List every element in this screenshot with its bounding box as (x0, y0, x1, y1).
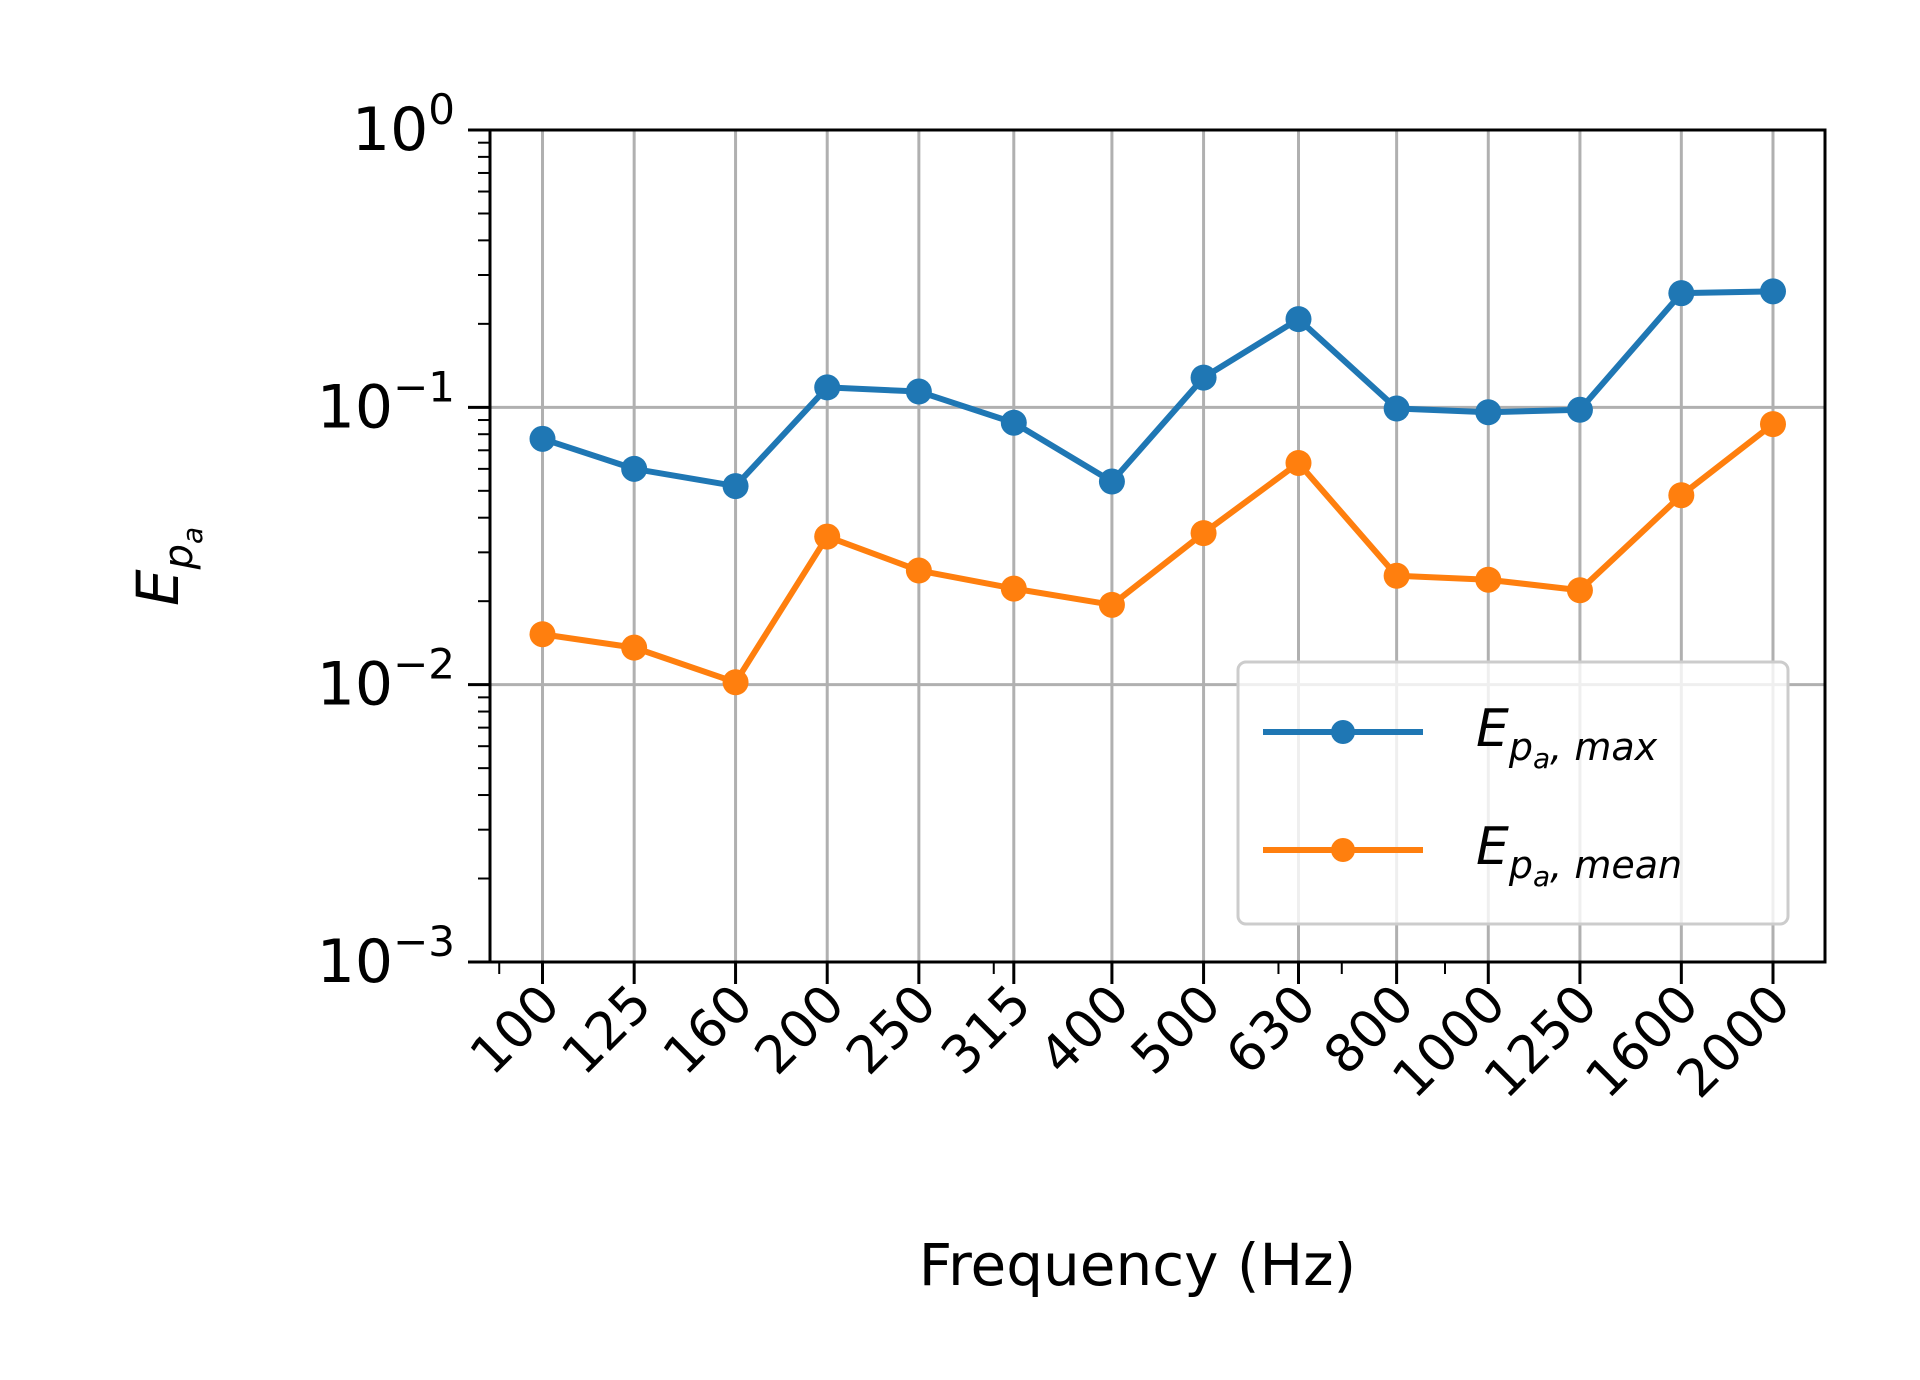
svg-text:Epa: Epa (124, 527, 209, 606)
x-axis-label: Frequency (Hz) (919, 1231, 1356, 1299)
legend-subsubscript-mean: a (1533, 860, 1550, 893)
series-layer (529, 278, 1786, 696)
x-tick-label: 630 (1215, 974, 1328, 1087)
data-point (1190, 364, 1217, 391)
minor-ticks (478, 141, 1447, 974)
y-label-subsubscript: a (176, 527, 209, 544)
data-point (814, 374, 841, 401)
y-tick-label: 100 (352, 85, 455, 165)
y-axis-ticks: 100 10−1 10−2 10−3 (317, 85, 490, 997)
legend-subsubscript-max: a (1533, 742, 1550, 775)
data-point (1475, 399, 1502, 426)
x-tick-label: 250 (835, 974, 948, 1087)
x-axis-ticks: 1001251602002503154005006308001000125016… (459, 962, 1802, 1110)
data-point (529, 621, 556, 648)
legend-subscript-mean: p (1508, 843, 1533, 887)
legend-marker-max (1331, 720, 1355, 744)
x-tick-label: 315 (930, 974, 1043, 1087)
series-line (541, 288, 1774, 490)
data-point (1566, 577, 1593, 604)
data-point (1759, 411, 1786, 438)
legend-entry-mean: Epa, mean (1263, 817, 1682, 893)
y-tick-label: 10−3 (317, 917, 455, 997)
y-label-symbol: E (124, 569, 192, 606)
x-tick-label: 125 (551, 974, 664, 1087)
data-point (1098, 468, 1125, 495)
data-point (1759, 278, 1786, 305)
data-point (722, 473, 749, 500)
data-point (722, 669, 749, 696)
y-tick-label: 10−2 (317, 640, 455, 720)
data-point (1285, 306, 1312, 333)
x-tick-label: 100 (459, 974, 572, 1087)
data-point (529, 425, 556, 452)
data-point (1668, 482, 1695, 509)
plot-frame (488, 128, 1827, 964)
data-point (621, 634, 648, 661)
data-point (814, 523, 841, 550)
data-point (621, 455, 648, 482)
data-point (1383, 562, 1410, 589)
legend-subscript-max: p (1508, 725, 1533, 769)
svg-text:Epa, max: Epa, max (1476, 699, 1658, 775)
legend-symbol-mean: E (1476, 817, 1509, 877)
legend-marker-mean (1331, 838, 1355, 862)
data-point (1285, 449, 1312, 476)
data-point (1475, 566, 1502, 593)
data-point (1098, 591, 1125, 618)
y-tick-label: 10−1 (317, 362, 455, 442)
x-tick-label: 400 (1028, 974, 1141, 1087)
data-point (1000, 575, 1027, 602)
data-point (1000, 409, 1027, 436)
legend-suffix-max: , max (1550, 725, 1657, 769)
x-tick-label: 160 (652, 974, 765, 1087)
legend-suffix-mean: , mean (1550, 843, 1682, 887)
legend-entry-max: Epa, max (1263, 699, 1658, 775)
data-point (1190, 520, 1217, 547)
data-point (1566, 396, 1593, 423)
y-label-subscript: p (156, 544, 202, 570)
legend-box (1236, 660, 1790, 926)
data-point (1668, 280, 1695, 307)
data-point (1383, 395, 1410, 422)
svg-text:Epa, mean: Epa, mean (1476, 817, 1682, 893)
data-point (905, 378, 932, 405)
x-tick-label: 500 (1120, 974, 1233, 1087)
y-axis-label: Epa (124, 527, 209, 606)
legend-symbol-max: E (1476, 699, 1509, 759)
legend: Epa, max Epa, mean (1236, 660, 1790, 926)
data-point (905, 557, 932, 584)
x-tick-label: 200 (744, 974, 857, 1087)
series-line (542, 421, 1775, 686)
